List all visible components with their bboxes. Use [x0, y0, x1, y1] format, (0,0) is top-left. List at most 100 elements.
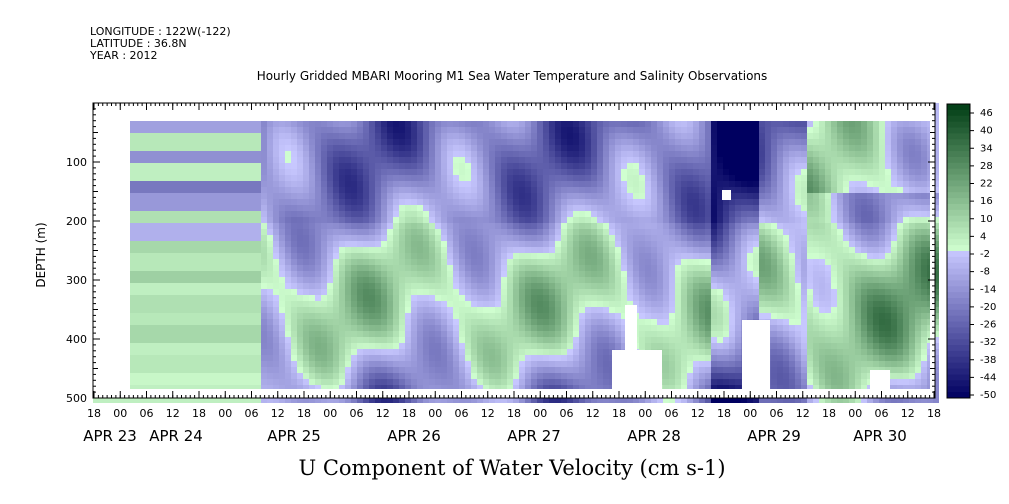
heatmap-cell: [147, 139, 153, 145]
heatmap-cell: [309, 343, 315, 349]
heatmap-cell: [615, 325, 621, 331]
heatmap-cell: [213, 211, 219, 217]
heatmap-cell: [501, 253, 507, 259]
heatmap-cell: [291, 211, 297, 217]
heatmap-cell: [189, 289, 195, 295]
heatmap-cell: [645, 199, 651, 205]
heatmap-cell: [183, 385, 189, 391]
heatmap-cell: [513, 307, 519, 313]
heatmap-cell: [483, 331, 489, 337]
heatmap-cell: [375, 349, 381, 355]
heatmap-cell: [687, 157, 693, 163]
heatmap-cell: [261, 313, 267, 319]
heatmap-cell: [303, 289, 309, 295]
heatmap-cell: [219, 241, 225, 247]
heatmap-cell: [495, 145, 501, 151]
heatmap-cell: [177, 325, 183, 331]
heatmap-cell: [531, 169, 537, 175]
heatmap-cell: [357, 295, 363, 301]
heatmap-cell: [477, 289, 483, 295]
heatmap-cell: [603, 235, 609, 241]
heatmap-cell: [339, 175, 345, 181]
heatmap-cell: [459, 385, 465, 391]
heatmap-cell: [171, 373, 177, 379]
heatmap-cell: [261, 289, 267, 295]
heatmap-cell: [549, 289, 555, 295]
heatmap-cell: [369, 331, 375, 337]
heatmap-cell: [627, 217, 633, 223]
heatmap-cell: [333, 265, 339, 271]
heatmap-cell: [447, 271, 453, 277]
heatmap-cell: [333, 271, 339, 277]
heatmap-cell: [327, 385, 333, 391]
heatmap-cell: [519, 235, 525, 241]
heatmap-cell: [423, 133, 429, 139]
heatmap-cell: [231, 343, 237, 349]
heatmap-cell: [663, 211, 669, 217]
heatmap-cell: [195, 367, 201, 373]
heatmap-cell: [387, 271, 393, 277]
heatmap-cell: [345, 205, 351, 211]
heatmap-cell: [321, 205, 327, 211]
heatmap-cell: [255, 367, 261, 373]
heatmap-cell: [681, 127, 687, 133]
heatmap-cell: [213, 319, 219, 325]
heatmap-cell: [309, 331, 315, 337]
heatmap-cell: [201, 295, 207, 301]
heatmap-cell: [261, 223, 267, 229]
heatmap-cell: [609, 307, 615, 313]
heatmap-cell: [369, 133, 375, 139]
heatmap-cell: [201, 313, 207, 319]
heatmap-cell: [183, 307, 189, 313]
heatmap-cell: [345, 331, 351, 337]
heatmap-cell: [135, 319, 141, 325]
heatmap-cell: [579, 385, 585, 391]
heatmap-cell: [423, 361, 429, 367]
heatmap-cell: [243, 259, 249, 265]
heatmap-cell: [315, 385, 321, 391]
heatmap-cell: [333, 277, 339, 283]
heatmap-cell: [207, 139, 213, 145]
heatmap-cell: [129, 349, 135, 355]
heatmap-cell: [315, 349, 321, 355]
heatmap-cell: [423, 301, 429, 307]
heatmap-cell: [501, 301, 507, 307]
heatmap-cell: [291, 187, 297, 193]
heatmap-cell: [681, 133, 687, 139]
heatmap-cell: [603, 217, 609, 223]
heatmap-cell: [153, 145, 159, 151]
heatmap-cell: [543, 247, 549, 253]
heatmap-cell: [369, 289, 375, 295]
heatmap-cell: [627, 187, 633, 193]
heatmap-cell: [513, 373, 519, 379]
heatmap-cell: [411, 247, 417, 253]
heatmap-cell: [591, 229, 597, 235]
heatmap-cell: [417, 121, 423, 127]
heatmap-cell: [675, 343, 681, 349]
heatmap-cell: [447, 163, 453, 169]
heatmap-cell: [321, 355, 327, 361]
heatmap-cell: [267, 169, 273, 175]
heatmap-cell: [519, 337, 525, 343]
heatmap-cell: [573, 355, 579, 361]
heatmap-cell: [267, 127, 273, 133]
heatmap-cell: [387, 289, 393, 295]
heatmap-cell: [537, 385, 543, 391]
heatmap-cell: [585, 277, 591, 283]
heatmap-cell: [579, 175, 585, 181]
heatmap-cell: [531, 337, 537, 343]
heatmap-cell: [315, 175, 321, 181]
heatmap-cell: [651, 127, 657, 133]
heatmap-cell: [429, 193, 435, 199]
heatmap-cell: [381, 127, 387, 133]
heatmap-cell: [165, 193, 171, 199]
heatmap-cell: [309, 361, 315, 367]
heatmap-cell: [201, 271, 207, 277]
heatmap-cell: [525, 211, 531, 217]
heatmap-cell: [255, 295, 261, 301]
heatmap-cell: [141, 145, 147, 151]
heatmap-cell: [279, 319, 285, 325]
heatmap-cell: [219, 211, 225, 217]
heatmap-cell: [507, 259, 513, 265]
heatmap-cell: [309, 367, 315, 373]
